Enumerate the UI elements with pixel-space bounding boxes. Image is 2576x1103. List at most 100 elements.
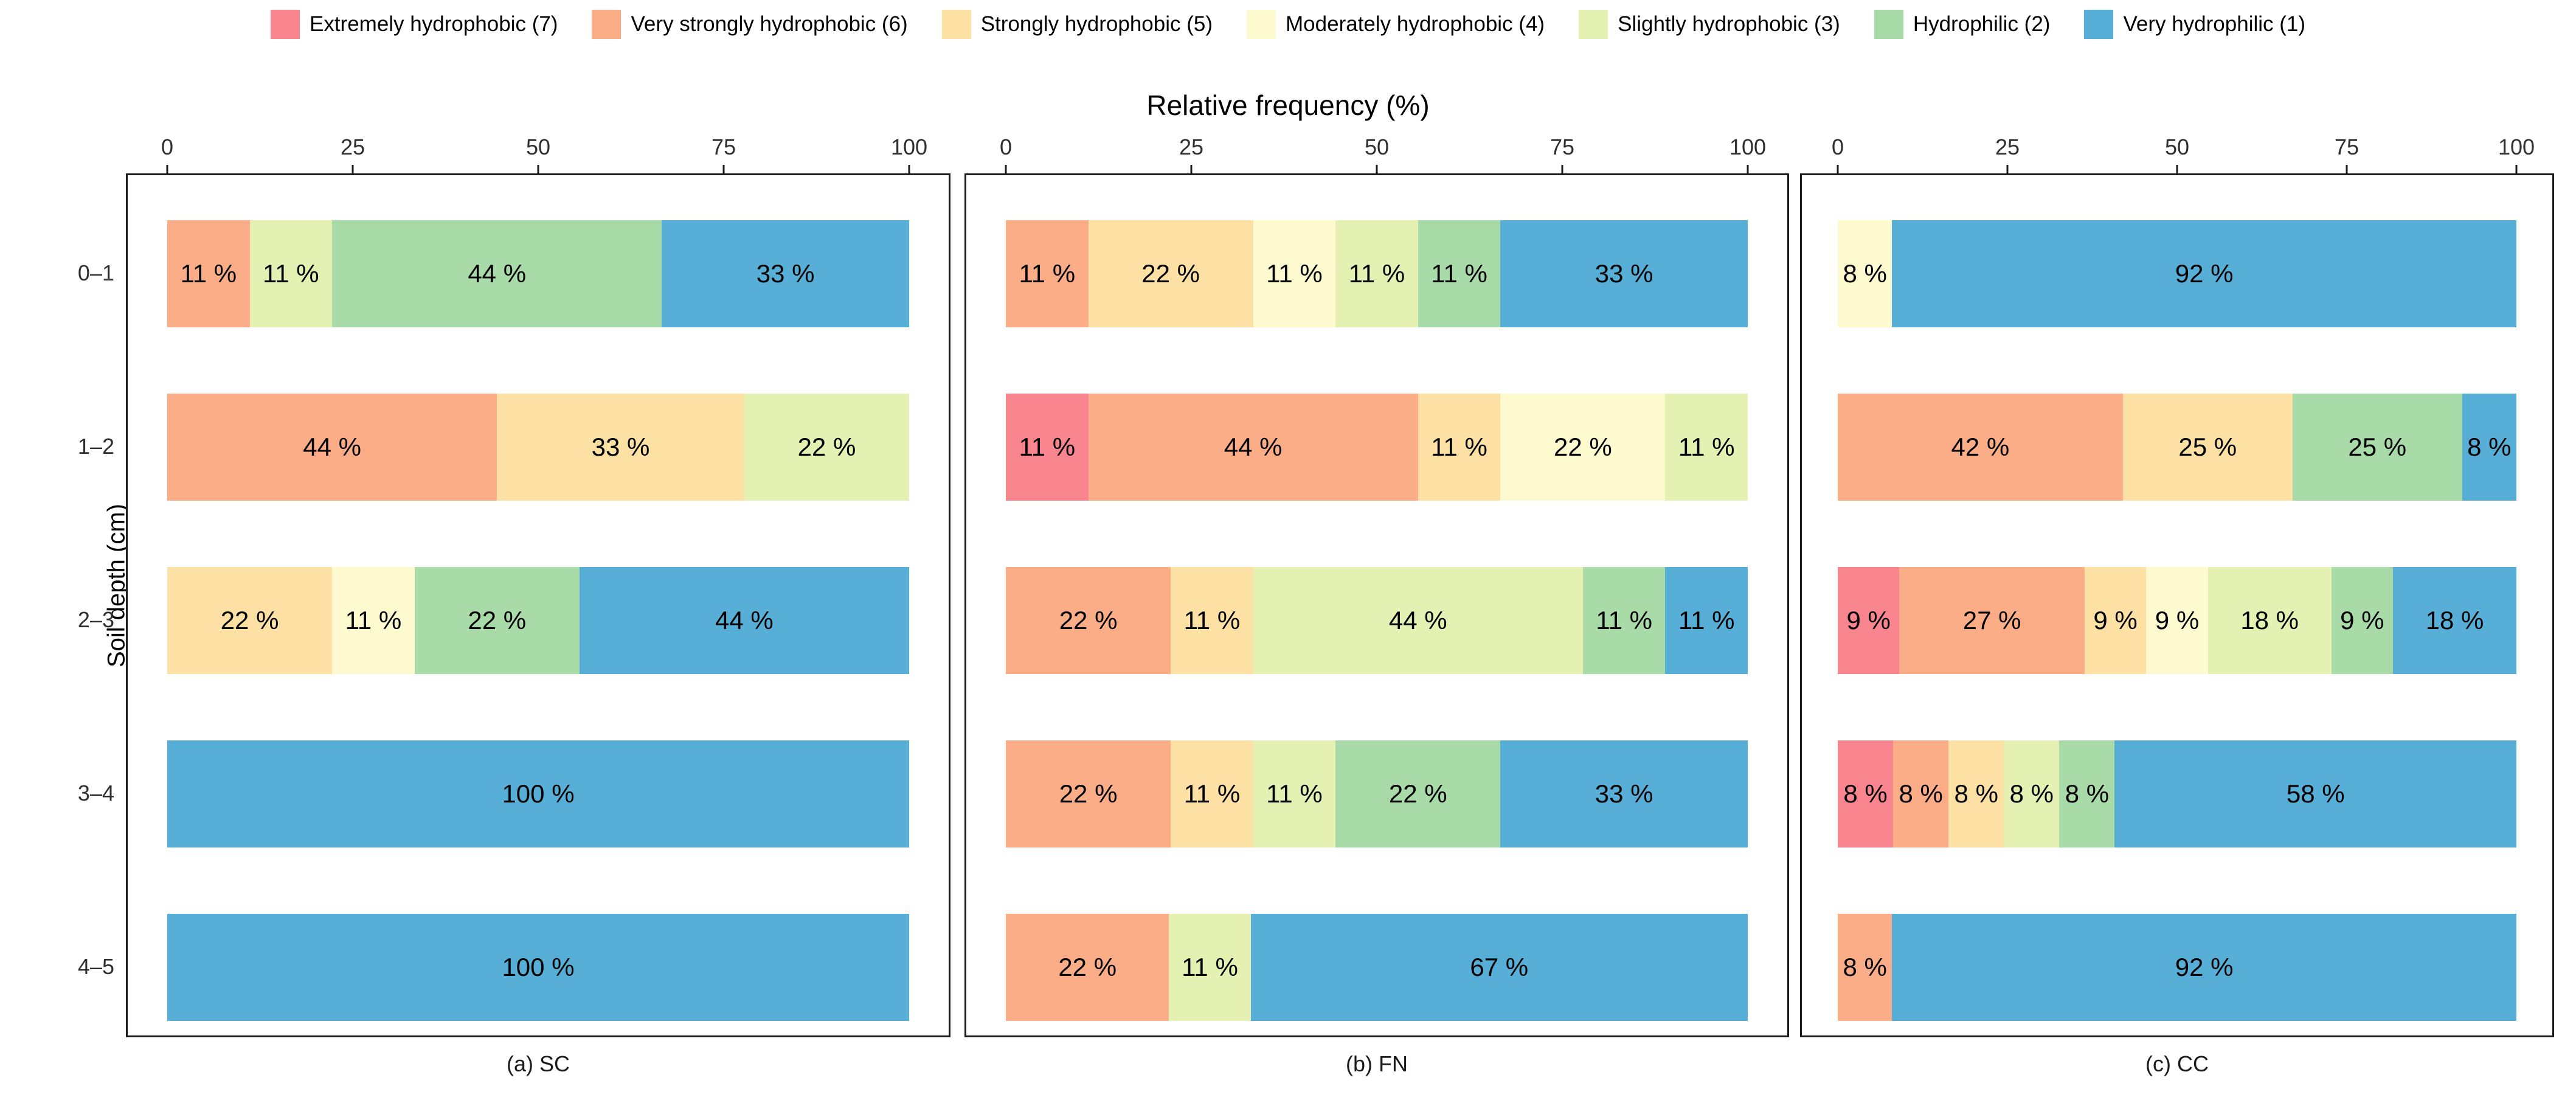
depth-category-label: 4–5 (77, 954, 114, 979)
bar-segment: 9 % (2331, 567, 2394, 674)
segment-value-label: 100 % (502, 779, 575, 808)
bar-segment: 25 % (2122, 394, 2293, 501)
segment-value-label: 22 % (220, 606, 279, 635)
bar-segment: 22 % (1006, 567, 1171, 674)
legend-item: Strongly hydrophobic (5) (941, 10, 1213, 39)
bar-segment: 22 % (167, 567, 333, 674)
segment-value-label: 44 % (1388, 606, 1447, 635)
segment-value-label: 33 % (1594, 779, 1653, 808)
segment-value-label: 11 % (1019, 259, 1076, 288)
segment-value-label: 33 % (1594, 259, 1653, 288)
segment-value-label: 22 % (1141, 259, 1200, 288)
segment-value-label: 33 % (756, 259, 815, 288)
bar-segment: 92 % (1892, 220, 2516, 327)
axis-tick-mark (1005, 165, 1007, 173)
legend-label: Moderately hydrophobic (4) (1286, 12, 1545, 36)
bar-segment: 33 % (497, 394, 744, 501)
bar-segment: 44 % (579, 567, 909, 674)
bar-segment: 11 % (167, 220, 250, 327)
axis-tick-label: 0 (999, 134, 1013, 159)
bar-segment: 8 % (2059, 740, 2115, 847)
bar-segment: 100 % (167, 740, 909, 847)
bar-segment: 11 % (1418, 394, 1501, 501)
stacked-bar-row: 11 % 11 % 44 % 33 % (167, 220, 909, 327)
segment-value-label: 22 % (1058, 953, 1117, 981)
segment-value-label: 8 % (1954, 779, 1998, 808)
stacked-bar-row: 100 % (167, 740, 909, 847)
stacked-bar-row: 8 % 92 % (1838, 914, 2516, 1021)
legend-label: Hydrophilic (2) (1913, 12, 2051, 36)
bar-segment: 9 % (1838, 567, 1900, 674)
axis-tick-label: 25 (1995, 134, 2020, 159)
stacked-bar-row: 100 % (167, 914, 909, 1021)
axis-tick-label: 50 (2164, 134, 2190, 159)
axis-tick-label: 50 (525, 134, 551, 159)
panel-caption: (a) SC (506, 1051, 570, 1076)
segment-value-label: 8 % (2065, 779, 2110, 808)
axis-tick-label: 0 (1831, 134, 1844, 159)
panel-caption: (c) CC (2145, 1051, 2209, 1076)
axis-tick-mark (1190, 165, 1193, 173)
legend-label: Slightly hydrophobic (3) (1618, 12, 1840, 36)
bar-segment: 22 % (1088, 220, 1253, 327)
segment-value-label: 11 % (345, 606, 402, 635)
stacked-bar-row: 11 % 22 % 11 % 11 % 11 % 33 % (1006, 220, 1748, 327)
bar-segment: 8 % (1893, 740, 1949, 847)
segment-value-label: 44 % (303, 433, 361, 461)
stacked-bar-row: 9 % 27 % 9 % 9 % 18 % 9 % 18 % (1838, 567, 2516, 674)
legend-label: Very strongly hydrophobic (6) (631, 12, 908, 36)
axis-tick-label: 100 (890, 134, 928, 159)
segment-value-label: 8 % (1843, 259, 1887, 288)
axis-tick-mark (351, 165, 354, 173)
bar-segment: 44 % (332, 220, 662, 327)
stacked-bar-row: 22 % 11 % 11 % 22 % 33 % (1006, 740, 1748, 847)
legend-item: Extremely hydrophobic (7) (270, 10, 558, 39)
segment-value-label: 8 % (1843, 779, 1888, 808)
bar-segment: 44 % (1253, 567, 1583, 674)
bar-segment: 11 % (332, 567, 415, 674)
legend-item: Slightly hydrophobic (3) (1579, 10, 1840, 39)
segment-value-label: 8 % (1843, 953, 1887, 981)
legend-item: Very strongly hydrophobic (6) (592, 10, 908, 39)
segment-value-label: 8 % (2009, 779, 2054, 808)
axis-tick-label: 75 (2334, 134, 2360, 159)
segment-value-label: 18 % (2240, 606, 2299, 635)
axis-tick-mark (2006, 165, 2009, 173)
legend-swatch-icon (1579, 10, 1608, 39)
axis-tick-mark (1837, 165, 1839, 173)
segment-value-label: 42 % (1951, 433, 2010, 461)
bar-segment: 11 % (1006, 394, 1089, 501)
stacked-bar-row: 11 % 44 % 11 % 22 % 11 % (1006, 394, 1748, 501)
bar-segment: 33 % (1500, 220, 1748, 327)
axis-tick-label: 100 (2498, 134, 2535, 159)
bar-segment: 8 % (1838, 220, 1892, 327)
segment-value-label: 100 % (502, 953, 575, 981)
legend-item: Very hydrophilic (1) (2084, 10, 2305, 39)
legend-swatch-icon (1874, 10, 1903, 39)
bar-segment: 22 % (1335, 740, 1501, 847)
legend-swatch-icon (941, 10, 971, 39)
x-axis-title: Relative frequency (%) (1146, 89, 1430, 121)
bar-segment: 22 % (414, 567, 580, 674)
bar-segment: 92 % (1892, 914, 2516, 1021)
segment-value-label: 11 % (1183, 779, 1241, 808)
axis-tick-label: 25 (340, 134, 365, 159)
segment-value-label: 67 % (1470, 953, 1529, 981)
bar-segment: 8 % (1838, 914, 1892, 1021)
bar-segment: 58 % (2114, 740, 2516, 847)
axis-tick-mark (722, 165, 725, 173)
bar-segment: 44 % (167, 394, 497, 501)
bar-segment: 11 % (1665, 394, 1748, 501)
bar-segment: 11 % (1665, 567, 1748, 674)
segment-value-label: 9 % (2155, 606, 2200, 635)
bar-segment: 11 % (1253, 220, 1336, 327)
bar-segment: 27 % (1899, 567, 2085, 674)
bar-segment: 18 % (2393, 567, 2516, 674)
bar-segment: 67 % (1250, 914, 1748, 1021)
segment-value-label: 25 % (2348, 433, 2407, 461)
axis-tick-mark (166, 165, 168, 173)
bar-segment: 33 % (662, 220, 909, 327)
axis-tick-mark (1747, 165, 1749, 173)
bar-segment: 25 % (2292, 394, 2462, 501)
bar-segment: 11 % (1171, 740, 1253, 847)
